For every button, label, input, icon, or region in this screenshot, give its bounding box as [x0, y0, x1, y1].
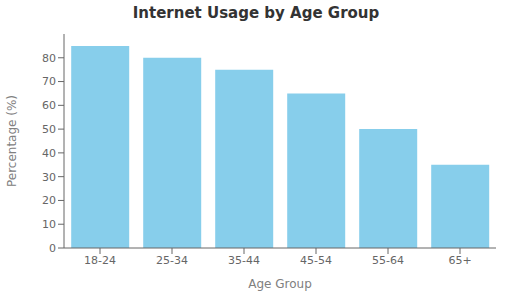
svg-text:70: 70: [42, 75, 56, 88]
svg-text:30: 30: [42, 171, 56, 184]
svg-text:45-54: 45-54: [300, 254, 332, 267]
svg-text:0: 0: [49, 242, 56, 255]
svg-text:25-34: 25-34: [156, 254, 188, 267]
svg-text:40: 40: [42, 147, 56, 160]
svg-text:18-24: 18-24: [84, 254, 116, 267]
svg-text:20: 20: [42, 194, 56, 207]
svg-text:10: 10: [42, 218, 56, 231]
svg-text:35-44: 35-44: [228, 254, 260, 267]
svg-text:65+: 65+: [448, 254, 471, 267]
svg-text:50: 50: [42, 123, 56, 136]
svg-text:55-64: 55-64: [372, 254, 404, 267]
svg-text:Percentage (%): Percentage (%): [8, 95, 19, 187]
html-text:Internet Usage by Age Group: Internet Usage by Age Group: [132, 4, 380, 22]
svg-text:Age Group: Age Group: [248, 277, 312, 291]
svg-text:80: 80: [42, 52, 56, 65]
svg-text:60: 60: [42, 99, 56, 112]
